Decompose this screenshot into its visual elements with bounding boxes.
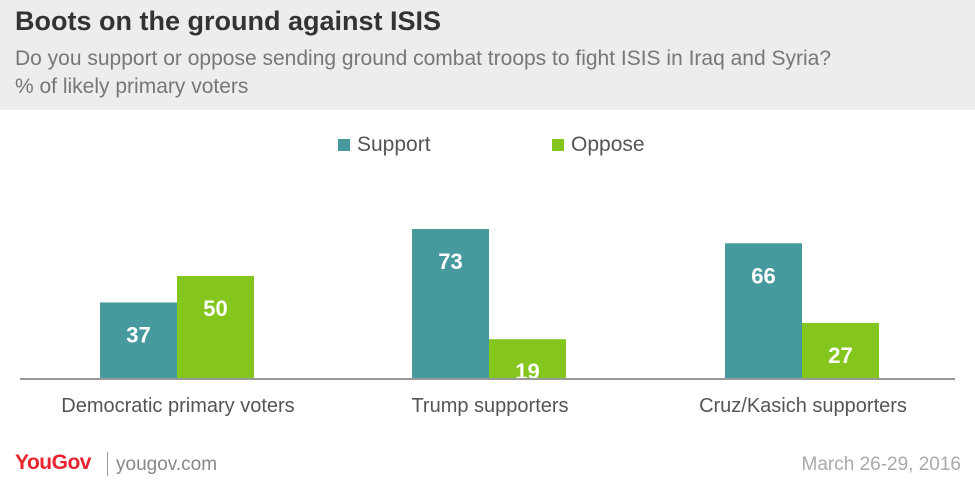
- data-label-oppose-0: 50: [203, 296, 227, 321]
- bar-oppose-0: [177, 275, 254, 378]
- legend-swatch-oppose: [552, 139, 564, 151]
- chart-title: Boots on the ground against ISIS: [15, 6, 442, 36]
- chart-note: % of likely primary voters: [15, 75, 249, 98]
- footer-site: yougov.com: [116, 454, 218, 475]
- bar-oppose-2: [802, 322, 879, 378]
- header-band: Boots on the ground against ISIS Do you …: [0, 0, 975, 110]
- data-label-oppose-2: 27: [828, 343, 852, 368]
- legend-item-support: Support: [338, 132, 431, 158]
- legend-label-support: Support: [357, 133, 431, 156]
- data-label-support-2: 66: [751, 263, 775, 288]
- bar-support-1: [412, 229, 489, 378]
- category-label-1: Trump supporters: [411, 395, 568, 417]
- chart-subtitle: Do you support or oppose sending ground …: [15, 47, 831, 70]
- legend-label-oppose: Oppose: [571, 133, 645, 156]
- bar-oppose-1: [489, 339, 566, 378]
- bar-support-0: [100, 302, 177, 378]
- legend-item-oppose: Oppose: [552, 132, 645, 158]
- category-label-0: Democratic primary voters: [61, 395, 294, 417]
- bar-support-2: [725, 243, 802, 378]
- yougov-logo: YouGov: [15, 451, 91, 474]
- footer-date: March 26-29, 2016: [801, 454, 962, 475]
- category-label-2: Cruz/Kasich supporters: [699, 395, 907, 417]
- data-label-oppose-1: 19: [515, 359, 539, 384]
- legend-swatch-support: [338, 139, 350, 151]
- data-label-support-1: 73: [438, 249, 462, 274]
- data-label-support-0: 37: [126, 322, 150, 347]
- footer-divider: [107, 452, 108, 476]
